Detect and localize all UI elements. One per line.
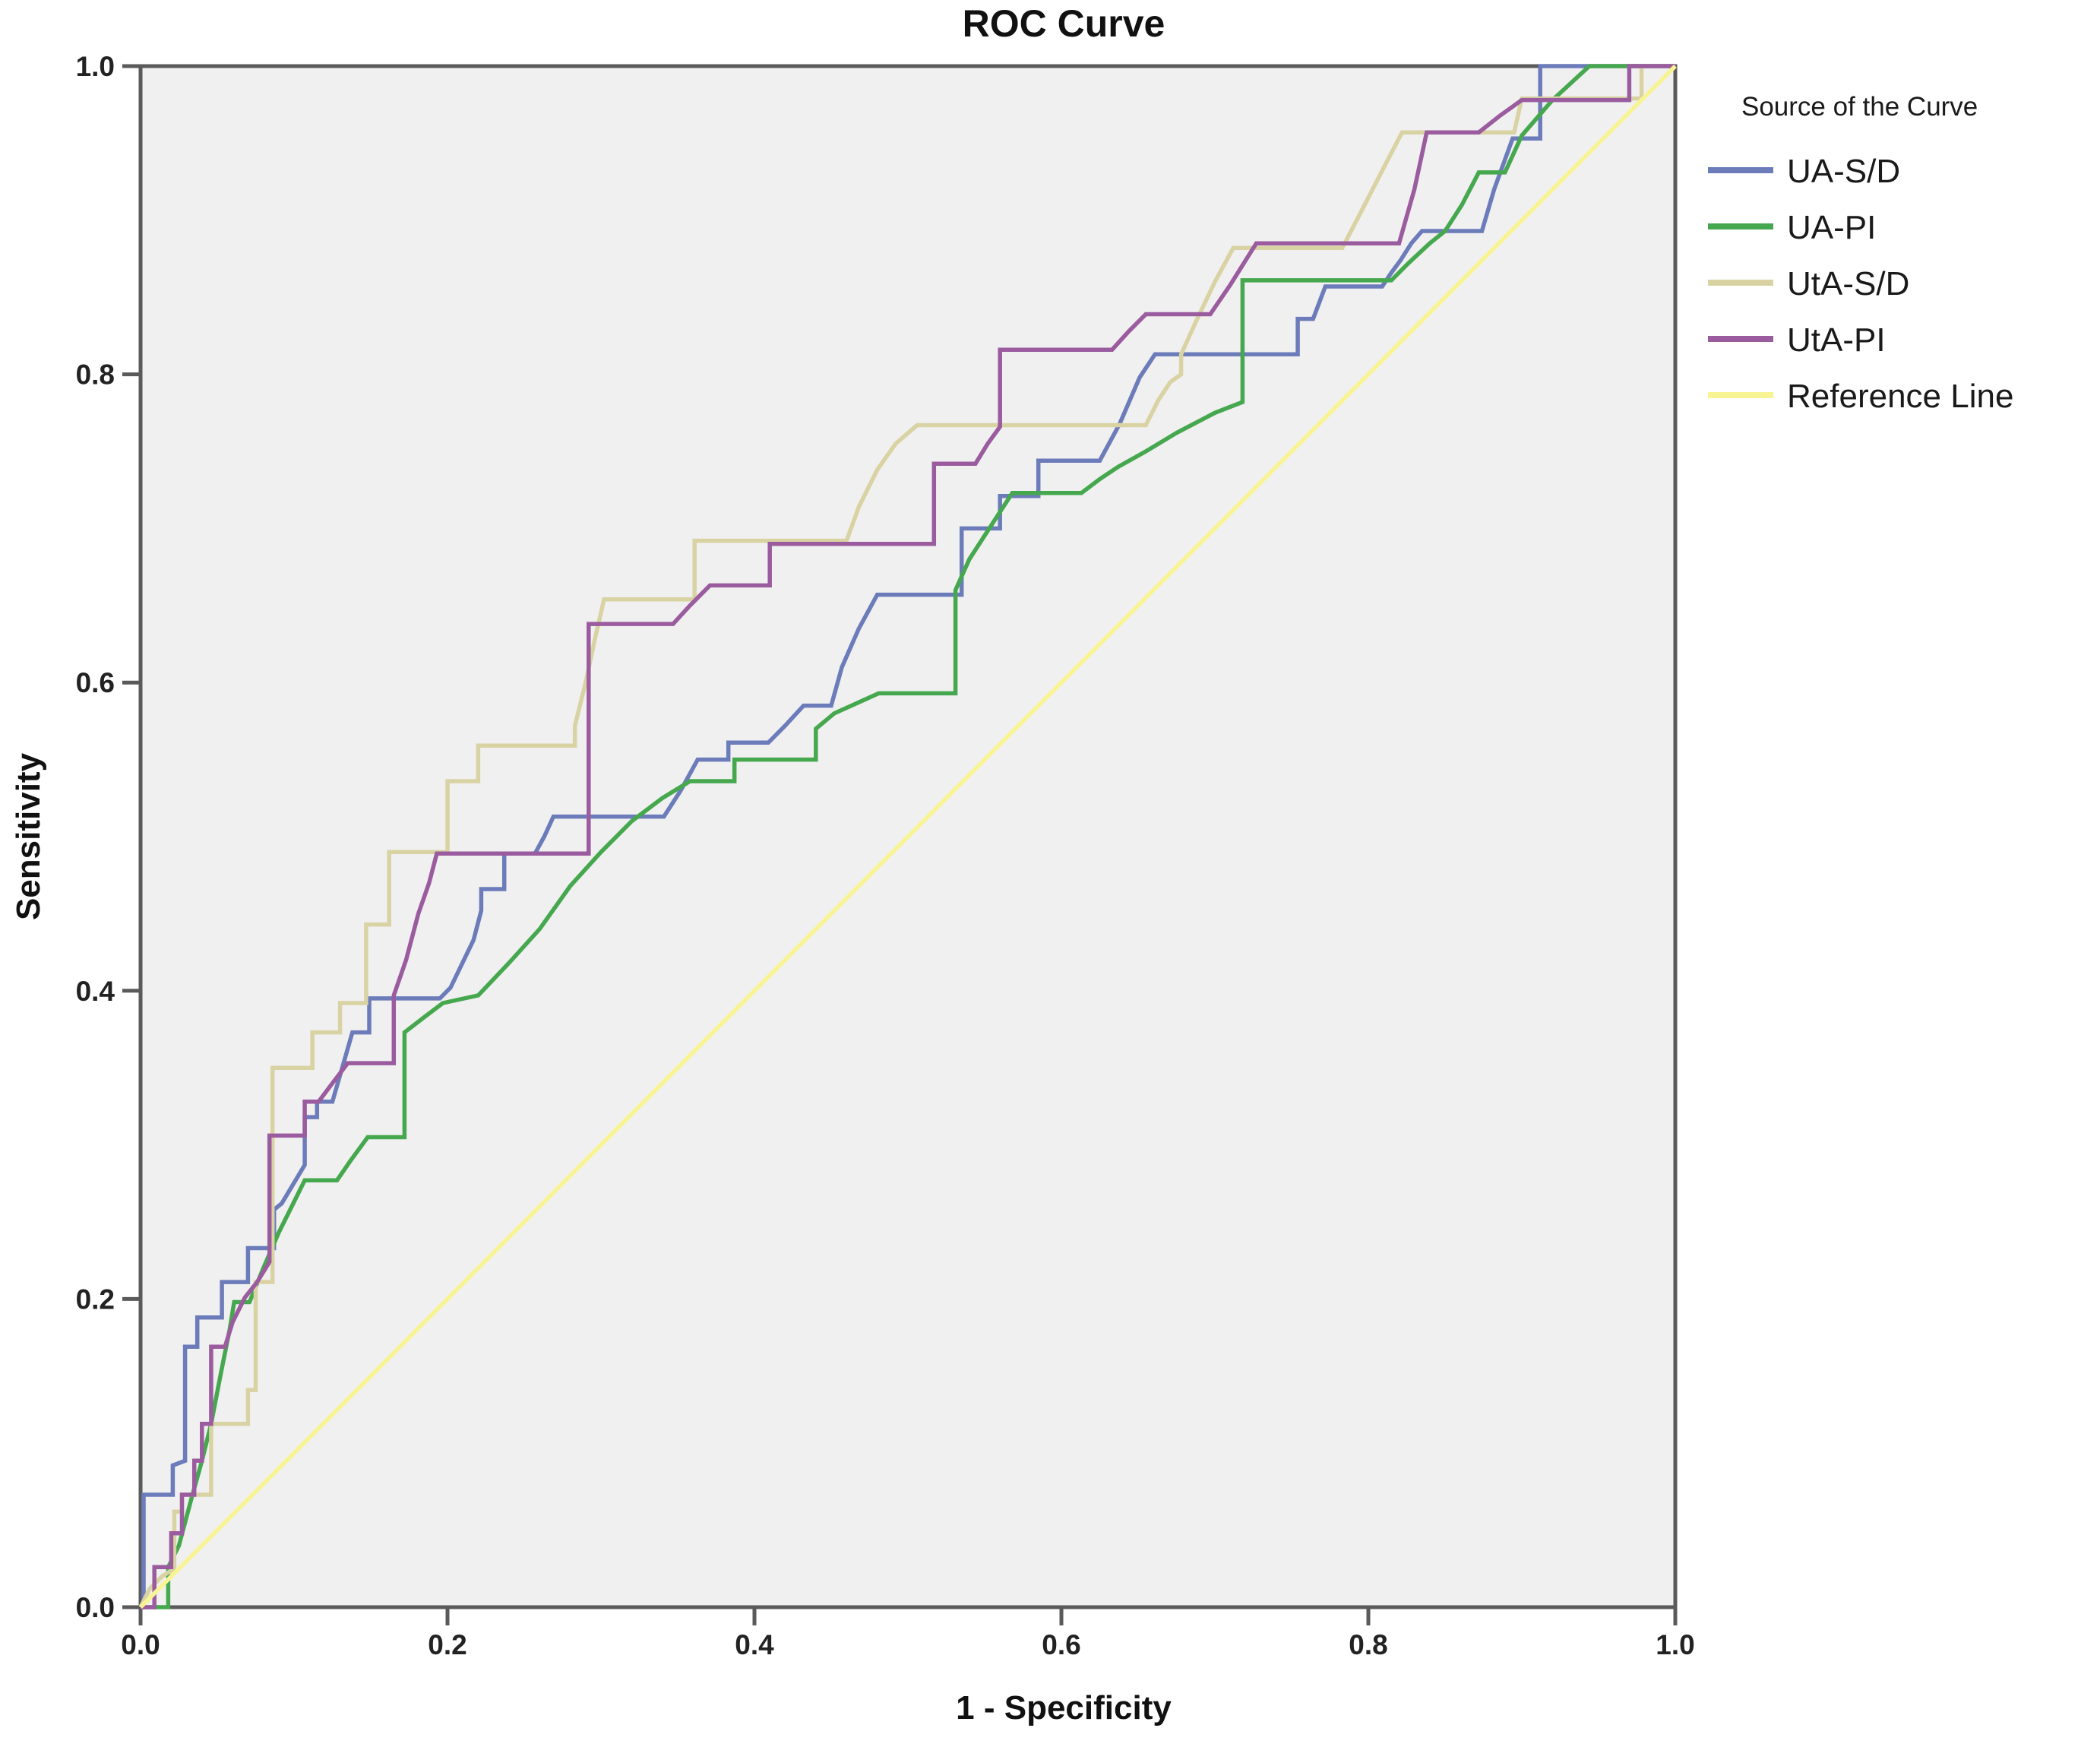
y-tick-label: 0.4 (76, 976, 115, 1007)
x-tick-label: 0.6 (1042, 1629, 1080, 1660)
y-tick-label: 0.2 (76, 1283, 115, 1315)
y-tick-label: 0.6 (76, 667, 115, 698)
legend-label-5: Reference Line (1787, 378, 2013, 415)
x-tick-label: 0.8 (1349, 1629, 1387, 1660)
legend-label-2: UA-PI (1787, 209, 1876, 246)
y-tick-label: 0.0 (76, 1592, 115, 1623)
x-tick-label: 0.4 (735, 1629, 774, 1660)
legend: UA-S/D UA-PI UtA-S/D UtA-PI Reference Line (1708, 153, 2013, 415)
curve-uta-pi (141, 64, 1675, 1609)
legend-label-3: UtA-S/D (1787, 265, 1909, 302)
curve-reference-line (139, 65, 1677, 1609)
y-tick-label: 0.8 (76, 359, 115, 391)
y-tick-label: 1.0 (76, 51, 115, 82)
x-tick-label: 1.0 (1656, 1629, 1694, 1660)
curves (138, 64, 1677, 1609)
x-axis-label: 1 - Specificity (956, 1689, 1172, 1726)
curve-ua-s-d (141, 64, 1675, 1609)
y-axis-label: Sensitivity (10, 752, 47, 920)
legend-title: Source of the Curve (1741, 92, 1978, 122)
chart-title: ROC Curve (963, 2, 1165, 45)
legend-label-1: UA-S/D (1787, 153, 1900, 190)
x-tick-label: 0.2 (428, 1629, 466, 1660)
x-tick-label: 0.0 (121, 1629, 160, 1660)
legend-label-4: UtA-PI (1787, 321, 1886, 359)
curve-ua-pi (141, 64, 1675, 1609)
axis-ticks: 0.0 0.2 0.4 0.6 0.8 1.0 0.0 0.2 0.4 0.6 0.8 1.0 (76, 51, 1695, 1660)
curve-uta-s-d (138, 64, 1675, 1609)
